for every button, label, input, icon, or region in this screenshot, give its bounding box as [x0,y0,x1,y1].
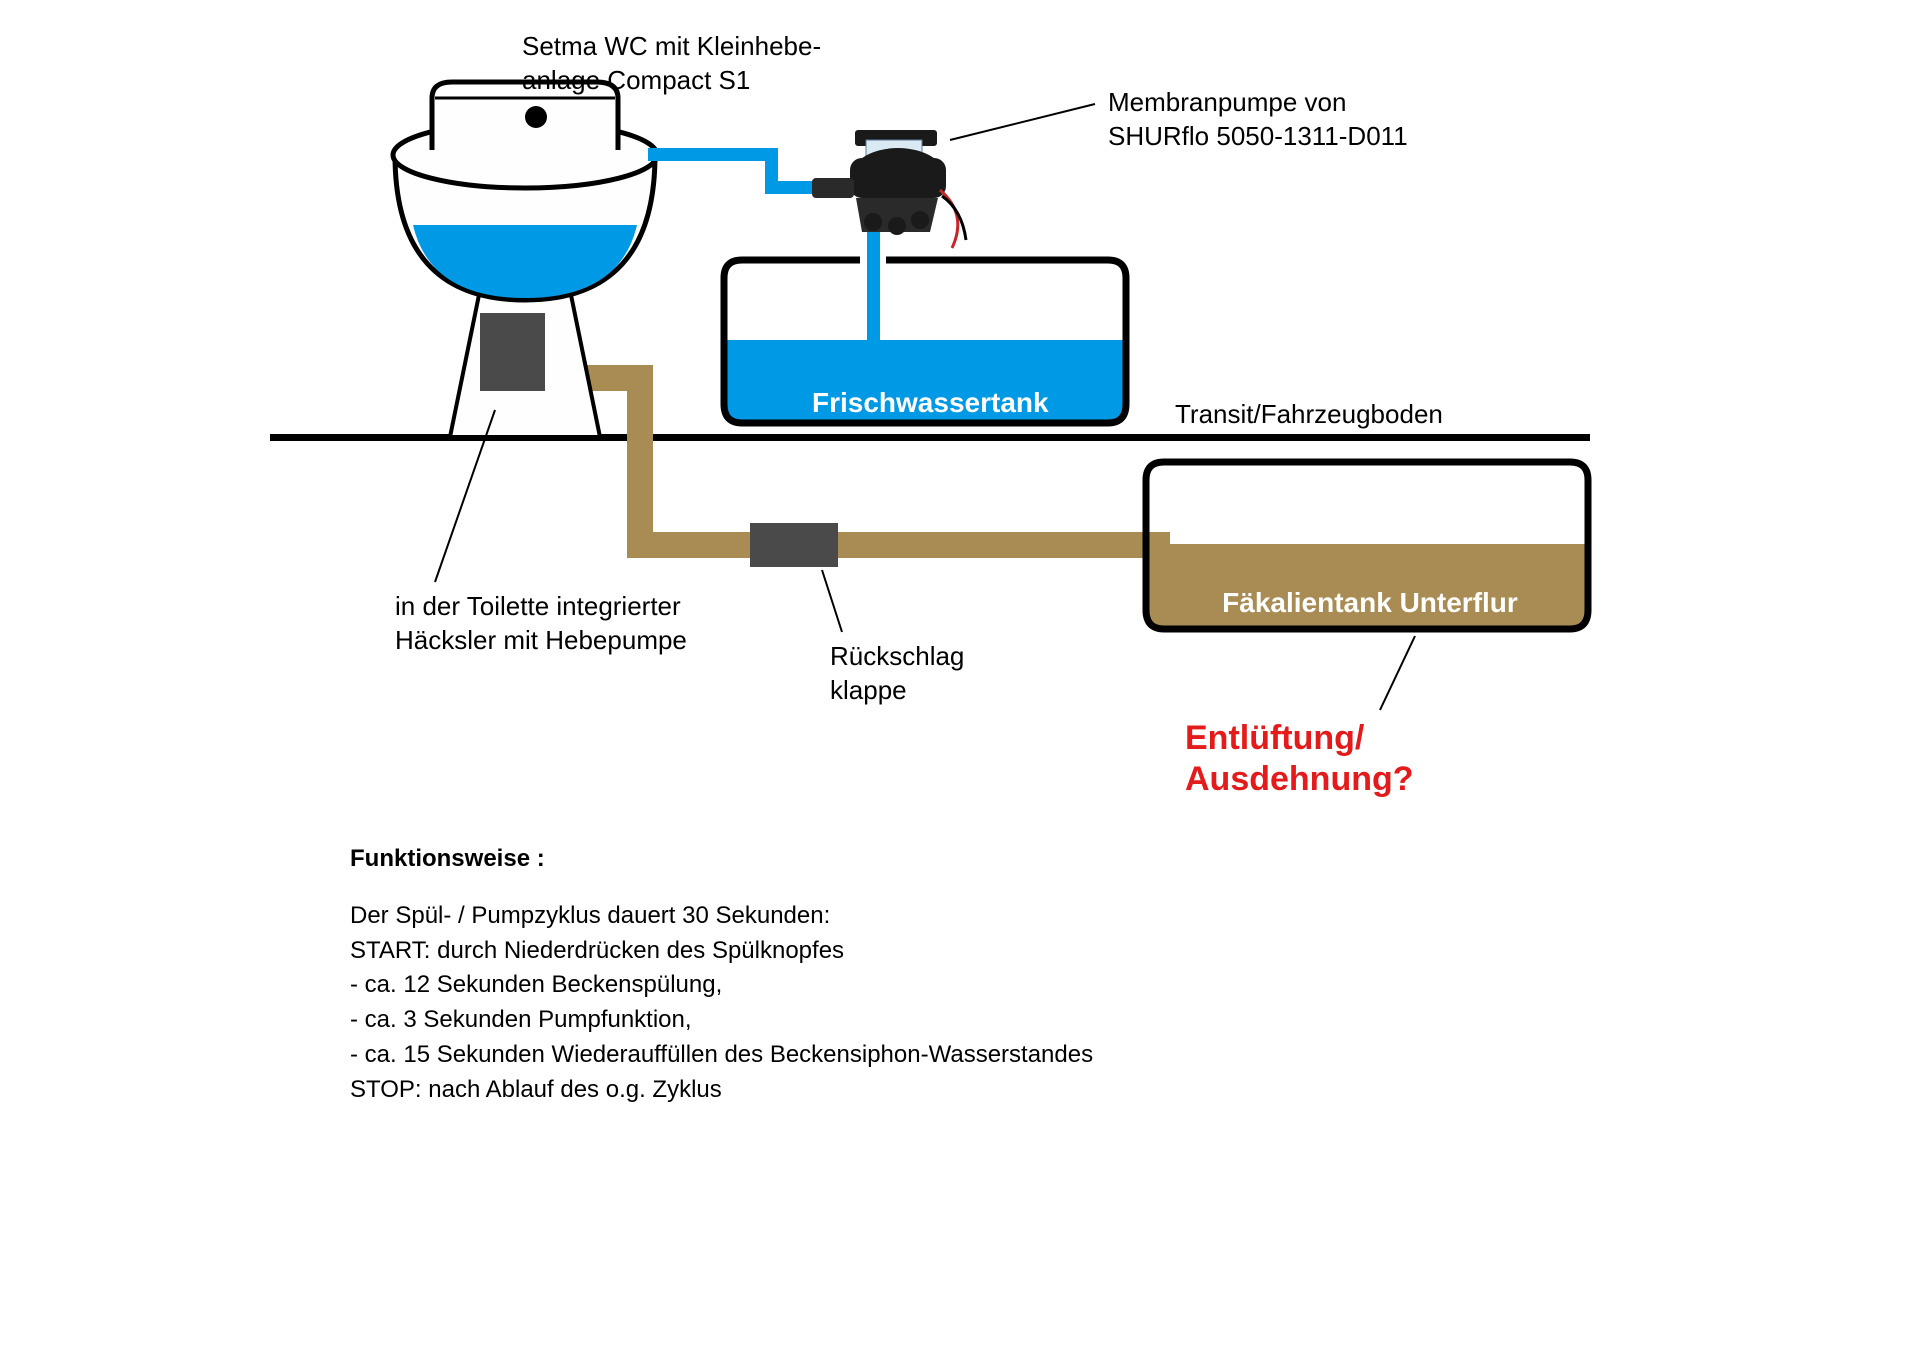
description-heading: Funktionsweise : [350,842,1093,877]
description-line: STOP: nach Ablauf des o.g. Zyklus [350,1073,1093,1108]
description-block: Funktionsweise : Der Spül- / Pumpzyklus … [350,842,1093,1108]
description-line: - ca. 12 Sekunden Beckenspülung, [350,968,1093,1003]
membrane-pump [812,130,966,248]
macerator-box [480,313,545,391]
description-line: - ca. 15 Sekunden Wiederauffüllen des Be… [350,1038,1093,1073]
check-valve [750,523,838,567]
description-line: - ca. 3 Sekunden Pumpfunktion, [350,1003,1093,1038]
waste-tank-label: Fäkalientank Unterflur [1190,585,1550,621]
check-valve-label: Rückschlag klappe [830,640,964,708]
description-line: Der Spül- / Pumpzyklus dauert 30 Sekunde… [350,899,1093,934]
description-line: START: durch Niederdrücken des Spülknopf… [350,934,1093,969]
freshwater-tank-label: Frischwassertank [812,385,1042,421]
ventilation-label: Entlüftung/ Ausdehnung? [1185,718,1414,800]
macerator-label: in der Toilette integrierter Häcksler mi… [395,590,687,658]
pump-label: Membranpumpe von SHURflo 5050-1311-D011 [1108,86,1408,154]
floor-label: Transit/Fahrzeugboden [1175,398,1443,432]
flush-button [525,106,547,128]
toilet-label: Setma WC mit Kleinhebe- anlage Compact S… [522,30,821,98]
